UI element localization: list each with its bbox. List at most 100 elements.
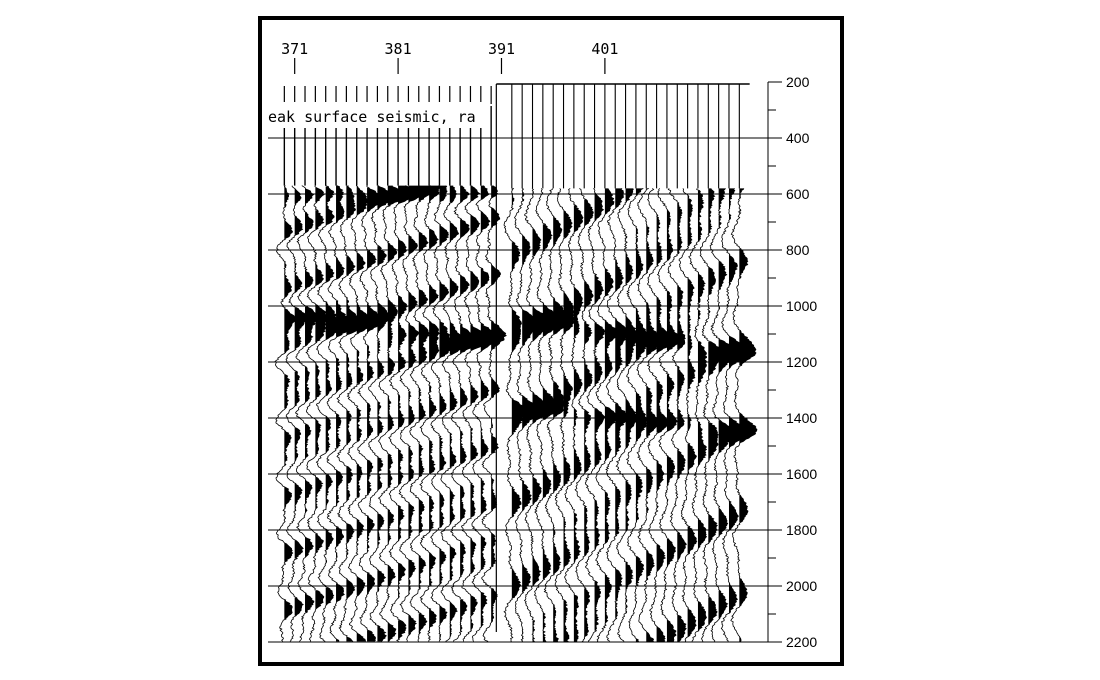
trace-fill-lobe xyxy=(532,392,551,424)
trace-wiggle xyxy=(646,188,674,643)
trace-wiggle xyxy=(625,188,652,643)
trace-fill-lobe xyxy=(387,622,396,642)
trace-fill-lobe xyxy=(367,250,377,269)
trace-fill-lobe xyxy=(449,221,459,242)
trace-fill-lobe xyxy=(511,487,522,517)
trace-fill-lobe xyxy=(728,254,738,286)
trace-wiggle xyxy=(326,185,353,642)
trace-wiggle xyxy=(481,185,507,642)
trace-wiggle xyxy=(388,185,417,642)
trace-fill-lobe xyxy=(697,341,707,386)
trace-fill-lobe xyxy=(439,280,449,301)
trace-fill-lobe xyxy=(542,469,552,498)
trace-tick-label: 371 xyxy=(281,40,308,58)
trace-wiggle xyxy=(471,185,499,642)
trace-fill-lobe xyxy=(666,291,681,351)
trace-fill-lobe xyxy=(604,320,618,380)
trace-387 xyxy=(449,185,480,642)
trace-fill-lobe xyxy=(346,185,356,220)
trace-wiggle xyxy=(305,185,329,642)
trace-wiggle xyxy=(730,188,758,643)
trace-397 xyxy=(554,188,576,643)
trace-390 xyxy=(481,185,507,642)
trace-fill-lobe xyxy=(470,271,479,291)
trace-fill-lobe xyxy=(635,474,643,523)
trace-fill-lobe xyxy=(522,563,531,593)
trace-fill-lobe xyxy=(625,252,633,285)
trace-fill-lobe xyxy=(604,573,612,626)
trace-fill-lobe xyxy=(718,590,728,619)
trace-fill-lobe xyxy=(305,306,318,346)
trace-fill-lobe xyxy=(532,474,542,505)
trace-wiggle xyxy=(440,185,467,642)
trace-fill-lobe xyxy=(625,188,634,202)
time-tick-label: 1600 xyxy=(786,466,817,482)
trace-fill-lobe xyxy=(398,620,407,640)
trace-378 xyxy=(356,185,384,642)
trace-373 xyxy=(305,185,329,642)
trace-fill-lobe xyxy=(294,540,304,559)
time-tick-label: 800 xyxy=(786,242,810,258)
trace-fill-lobe xyxy=(522,235,531,265)
trace-fill-lobe xyxy=(325,474,333,510)
seismic-section-frame: 371 381 391 401 200 400 600 800 1000 1200 1400 1600… xyxy=(258,16,844,666)
trace-fill-lobe xyxy=(398,295,408,372)
trace-fill-lobe xyxy=(387,454,393,487)
trace-fill-lobe xyxy=(315,210,324,230)
trace-fill-lobe xyxy=(336,527,344,547)
trace-fill-lobe xyxy=(491,532,497,567)
trace-fill-lobe xyxy=(522,480,532,511)
trace-fill-lobe xyxy=(284,430,292,466)
trace-fill-lobe xyxy=(356,464,363,497)
trace-fill-lobe xyxy=(594,322,605,350)
trace-wiggle xyxy=(543,188,571,643)
trace-fill-lobe xyxy=(594,274,604,304)
trace-wiggle xyxy=(533,188,563,643)
trace-fill-lobe xyxy=(666,374,678,432)
trace-fill-lobe xyxy=(305,269,313,289)
trace-fill-lobe xyxy=(573,513,581,564)
trace-fill-lobe xyxy=(635,638,640,642)
trace-fill-lobe xyxy=(573,409,578,426)
trace-fill-lobe xyxy=(470,483,476,519)
trace-fill-lobe xyxy=(666,209,673,261)
trace-fill-lobe xyxy=(439,320,452,359)
trace-384 xyxy=(419,185,441,642)
trace-fill-lobe xyxy=(429,321,440,362)
trace-fill-lobe xyxy=(346,466,353,502)
trace-fill-lobe xyxy=(408,234,418,255)
trace-fill-lobe xyxy=(511,308,522,352)
trace-fill-lobe xyxy=(325,302,339,339)
trace-fill-lobe xyxy=(294,273,302,292)
trace-fill-lobe xyxy=(356,632,366,642)
time-tick-label: 1000 xyxy=(786,298,817,314)
trace-wiggle xyxy=(699,188,724,643)
trace-fill-lobe xyxy=(336,257,345,279)
trace-fill-lobe xyxy=(666,619,676,642)
trace-fill-lobe xyxy=(460,185,469,203)
trace-wiggle xyxy=(430,185,453,642)
trace-fill-lobe xyxy=(708,514,718,544)
trace-fill-lobe xyxy=(708,421,719,461)
trace-fill-lobe xyxy=(284,374,290,409)
trace-fill-lobe xyxy=(687,443,697,474)
trace-wiggle xyxy=(667,188,687,643)
trace-fill-lobe xyxy=(677,405,685,431)
trace-fill-lobe xyxy=(294,371,300,407)
trace-379 xyxy=(368,185,395,642)
trace-fill-lobe xyxy=(697,601,707,631)
trace-fill-lobe xyxy=(398,563,406,589)
trace-fill-lobe xyxy=(470,385,479,406)
trace-fill-lobe xyxy=(522,636,524,639)
trace-fill-lobe xyxy=(739,188,744,199)
trace-wiggle xyxy=(285,185,308,642)
trace-fill-lobe xyxy=(387,241,397,262)
trace-wiggle xyxy=(636,188,664,643)
trace-fill-lobe xyxy=(480,211,490,233)
trace-fill-lobe xyxy=(418,322,430,365)
trace-fill-lobe xyxy=(563,600,569,642)
trace-fill-lobe xyxy=(315,363,321,400)
trace-fill-lobe xyxy=(584,321,592,347)
trace-fill-lobe xyxy=(377,246,387,266)
trace-fill-lobe xyxy=(367,573,375,595)
